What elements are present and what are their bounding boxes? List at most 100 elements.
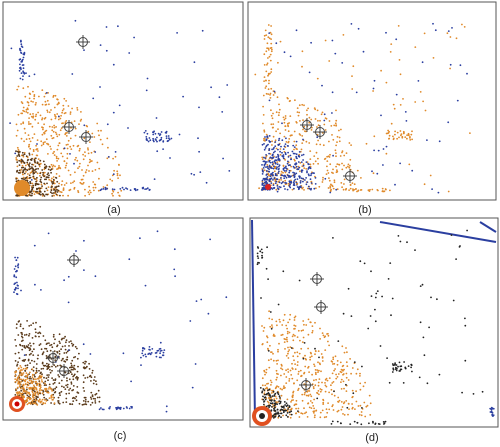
point [285, 369, 287, 372]
point [315, 409, 318, 412]
point [33, 172, 36, 175]
point [261, 184, 264, 186]
point [82, 343, 85, 346]
point [23, 153, 26, 156]
point [21, 59, 23, 62]
point [67, 105, 70, 107]
point [394, 130, 396, 133]
point [157, 349, 160, 352]
point [41, 117, 44, 119]
point [39, 372, 42, 375]
point [56, 135, 59, 138]
point [16, 293, 19, 296]
point [337, 396, 340, 399]
point [191, 386, 194, 389]
point [45, 355, 48, 357]
point [271, 117, 274, 120]
point [262, 330, 265, 332]
point [318, 378, 321, 380]
point [310, 188, 312, 191]
point [312, 386, 315, 388]
point [24, 358, 27, 361]
point [37, 183, 40, 186]
point [335, 373, 337, 376]
point [300, 347, 303, 350]
point [43, 365, 46, 367]
point [28, 373, 30, 375]
point [32, 190, 35, 193]
point [271, 161, 274, 164]
point [301, 393, 304, 396]
point [259, 250, 262, 253]
point [324, 390, 327, 393]
point [327, 340, 329, 343]
point [14, 394, 17, 396]
point [72, 181, 74, 184]
point [352, 189, 354, 192]
point [83, 269, 85, 271]
point [47, 391, 50, 394]
point [41, 133, 44, 136]
point [145, 89, 148, 92]
point [140, 356, 142, 359]
point [105, 26, 108, 28]
point [283, 313, 286, 316]
point [46, 109, 49, 112]
point [45, 165, 48, 168]
point [283, 135, 286, 138]
point [118, 164, 120, 166]
point [341, 162, 343, 165]
point [335, 165, 337, 168]
point [27, 402, 30, 405]
point [29, 158, 32, 161]
point [282, 171, 284, 174]
point [434, 29, 437, 32]
point [383, 190, 386, 193]
point [14, 256, 16, 259]
point [296, 361, 299, 363]
point [272, 333, 275, 336]
point [461, 23, 463, 26]
point [288, 411, 291, 414]
point [321, 332, 324, 334]
point [43, 171, 46, 174]
point [54, 387, 56, 390]
point [65, 397, 68, 400]
point [76, 159, 79, 162]
point [16, 88, 19, 91]
point [156, 136, 158, 139]
point [26, 364, 29, 366]
point [336, 141, 338, 144]
point [29, 190, 31, 193]
point [23, 360, 25, 362]
point [395, 364, 398, 366]
point [313, 187, 316, 190]
point [42, 193, 45, 196]
point [79, 120, 82, 122]
point [292, 333, 295, 336]
point [263, 76, 266, 78]
point [62, 194, 64, 197]
point [277, 61, 279, 64]
point [31, 137, 34, 139]
point [155, 351, 158, 354]
point [144, 188, 147, 191]
point [36, 143, 38, 145]
point [39, 174, 41, 177]
point [288, 331, 291, 334]
point [283, 51, 286, 54]
point [270, 42, 273, 45]
point [65, 135, 68, 137]
point [269, 92, 272, 95]
point [28, 379, 31, 382]
point [60, 114, 62, 117]
point [71, 373, 73, 376]
point [46, 365, 48, 368]
point [76, 109, 79, 111]
point [267, 278, 269, 280]
point [37, 393, 40, 396]
point [265, 170, 268, 172]
point [25, 333, 28, 336]
point [39, 391, 41, 394]
point [71, 73, 74, 75]
